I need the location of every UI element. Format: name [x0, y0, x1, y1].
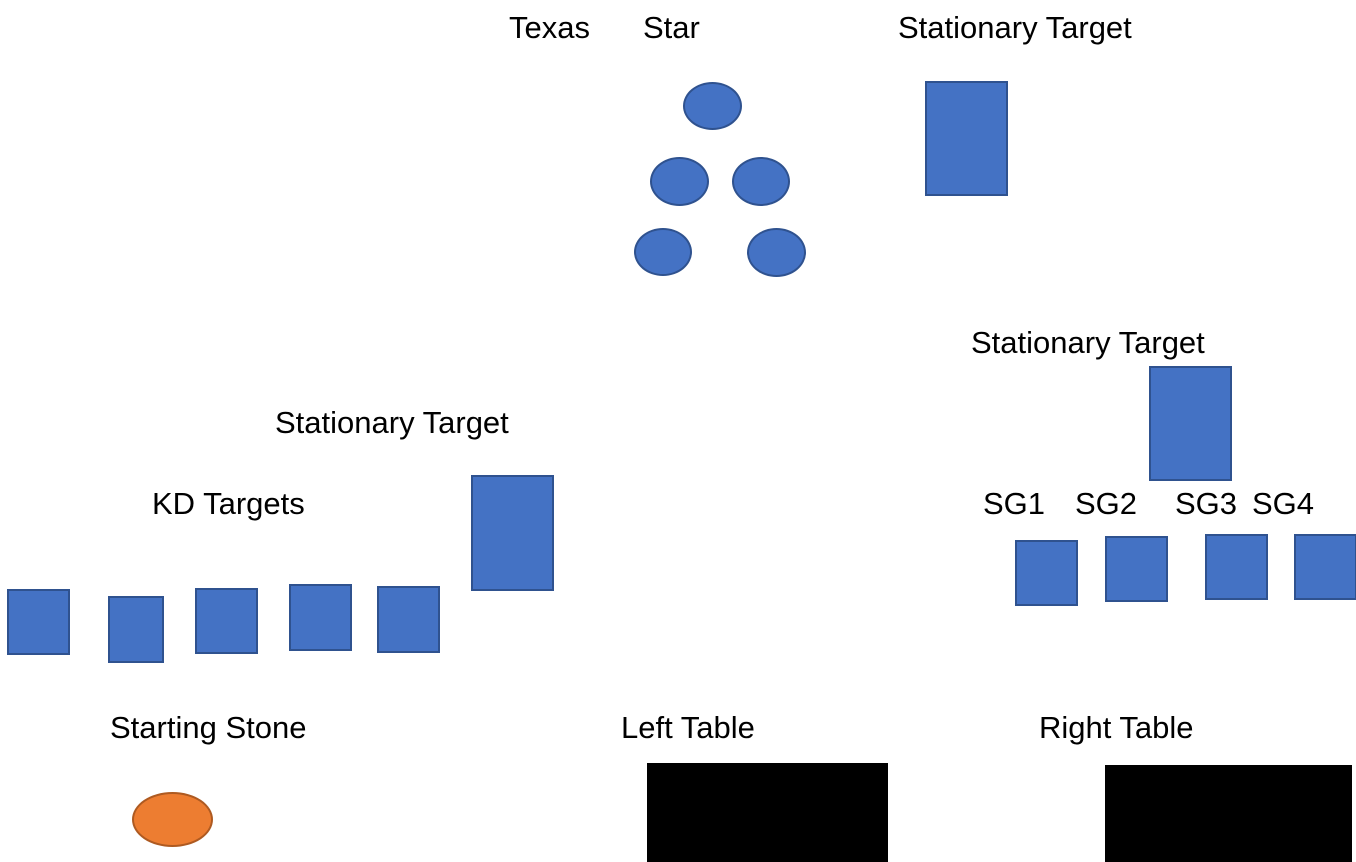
- starting-stone-label: Starting Stone: [110, 710, 307, 745]
- texas-star-plate-bottom-left: [634, 228, 692, 276]
- sg4-label: SG4: [1252, 486, 1315, 521]
- stationary-target-right: [1149, 366, 1232, 481]
- stationary-target-left: [471, 475, 554, 591]
- kd-target-5: [377, 586, 440, 653]
- sg4-target: [1294, 534, 1356, 600]
- kd-target-4: [289, 584, 352, 651]
- texas-star-plate-bottom-right: [747, 228, 806, 277]
- stationary-target-top-label: Stationary Target: [898, 10, 1132, 45]
- sg1-label: SG1: [983, 486, 1046, 521]
- star-label: Star: [643, 10, 700, 45]
- sg1-target: [1015, 540, 1078, 606]
- left-table-label: Left Table: [621, 710, 755, 745]
- texas-star-plate-mid-right: [732, 157, 790, 206]
- left-table: [647, 763, 888, 862]
- sg2-label: SG2: [1075, 486, 1138, 521]
- stationary-target-top: [925, 81, 1008, 196]
- kd-target-1: [7, 589, 70, 655]
- right-table: [1105, 765, 1352, 862]
- sg2-target: [1105, 536, 1168, 602]
- stationary-target-left-label: Stationary Target: [275, 405, 509, 440]
- starting-stone: [132, 792, 213, 847]
- kd-target-3: [195, 588, 258, 654]
- right-table-label: Right Table: [1039, 710, 1194, 745]
- texas-star-plate-mid-left: [650, 157, 709, 206]
- sg3-target: [1205, 534, 1268, 600]
- texas-star-plate-top: [683, 82, 742, 130]
- texas-label: Texas: [509, 10, 590, 45]
- sg3-label: SG3: [1175, 486, 1238, 521]
- kd-targets-label: KD Targets: [152, 486, 305, 521]
- stationary-target-right-label: Stationary Target: [971, 325, 1205, 360]
- kd-target-2: [108, 596, 164, 663]
